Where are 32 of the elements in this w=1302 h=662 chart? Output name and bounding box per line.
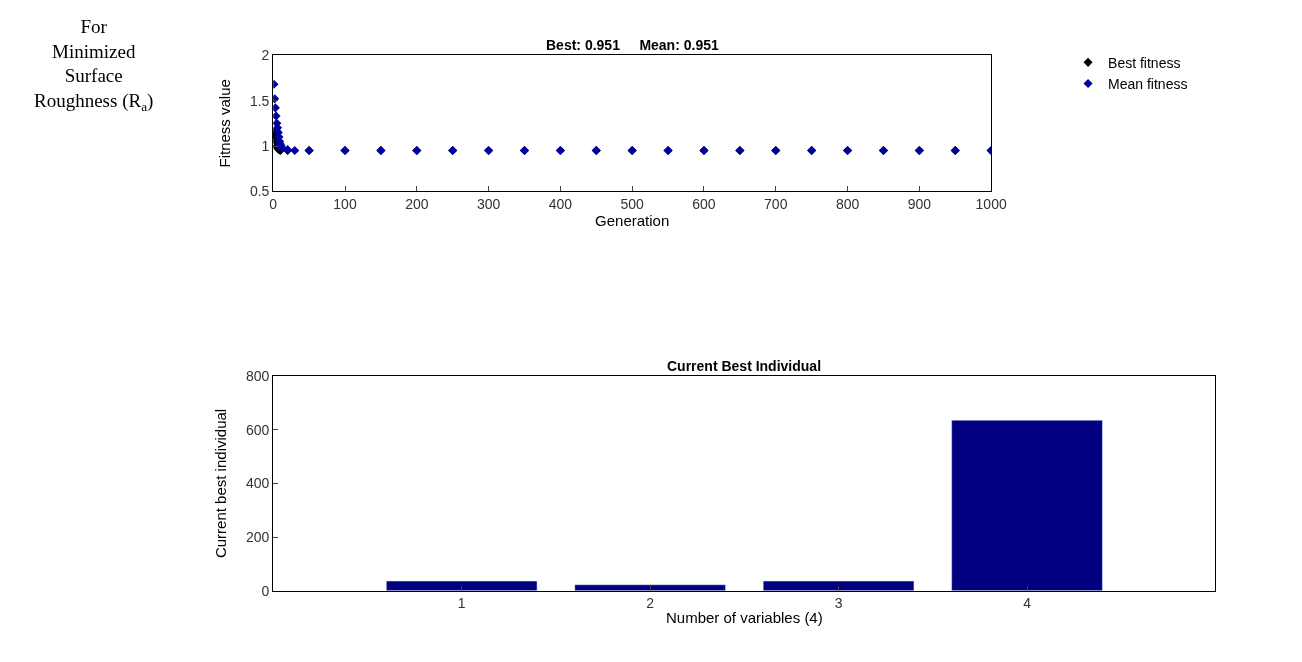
x-tick-label: 4: [1023, 595, 1032, 612]
y-tick-label: 200: [246, 528, 270, 545]
x-tick-label: 500: [620, 196, 645, 213]
x-tick-label: 3: [834, 595, 843, 612]
y-tick-label: 400: [246, 475, 270, 492]
x-tick-label: 2: [646, 595, 655, 612]
x-tick-label: 200: [405, 196, 429, 213]
x-tick-label: 100: [333, 196, 357, 213]
x-axis-title: Number of variables (4): [665, 609, 823, 627]
legend-label: Mean fitness: [1108, 76, 1188, 93]
chart-title: Best: 0.951 Mean: 0.951: [546, 37, 719, 53]
y-tick-label: 800: [246, 368, 270, 385]
y-tick-label: 0.5: [249, 183, 270, 200]
x-tick-label: 300: [476, 196, 501, 213]
y-axis-title: Fitness value: [216, 79, 234, 168]
legend-label: Best fitness: [1108, 54, 1181, 71]
x-axis-title: Generation: [595, 212, 670, 230]
y-tick-label: 1.5: [249, 92, 270, 109]
x-tick-label: 800: [835, 196, 860, 213]
x-tick-label: 700: [764, 196, 788, 213]
x-tick-label: 400: [548, 196, 573, 213]
x-tick-label: 1: [457, 595, 466, 612]
y-tick-label: 600: [246, 421, 270, 438]
x-tick-label: 600: [692, 196, 716, 213]
y-tick-label: 1: [261, 137, 270, 154]
x-tick-label: 900: [907, 196, 932, 213]
y-tick-label: 0: [261, 582, 270, 599]
text: For Minimized Surface Roughness (R$_{a}$): [34, 16, 154, 115]
y-axis-title: Current best individual: [212, 408, 230, 559]
y-tick-label: 2: [261, 47, 270, 64]
x-tick-label: 1000: [975, 196, 1007, 213]
chart-title: Current Best Individual: [667, 358, 822, 374]
